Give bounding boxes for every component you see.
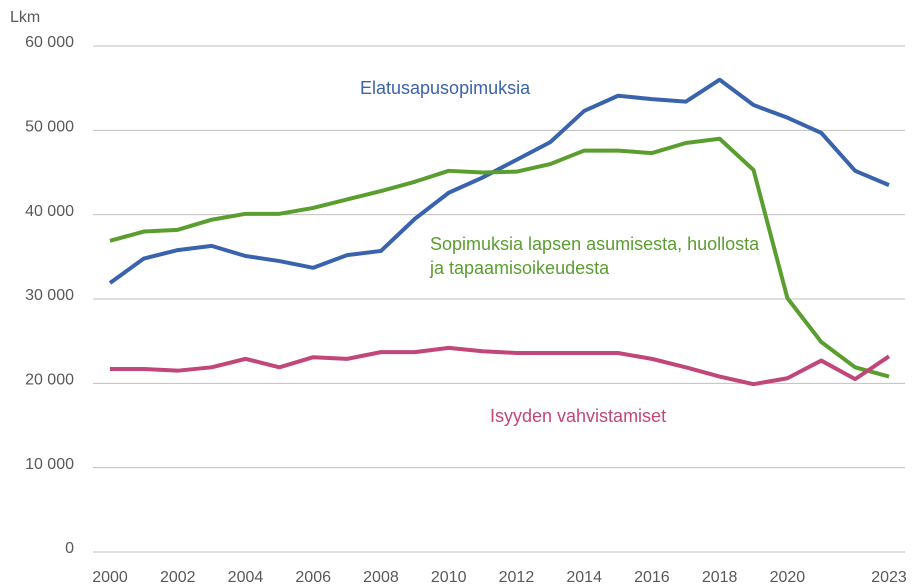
x-tick-label: 2023: [871, 569, 907, 586]
y-tick-label: 10 000: [25, 456, 74, 473]
y-tick-label: 20 000: [25, 372, 74, 389]
x-tick-label: 2010: [431, 569, 467, 586]
x-tick-label: 2014: [566, 569, 602, 586]
y-axis-label: Lkm: [10, 9, 40, 26]
x-tick-label: 2004: [228, 569, 264, 586]
y-tick-label: 0: [65, 540, 74, 557]
y-tick-label: 40 000: [25, 203, 74, 220]
series-label: Sopimuksia lapsen asumisesta, huollosta …: [430, 234, 760, 278]
series-label: Elatusapusopimuksia: [360, 78, 531, 98]
x-tick-label: 2006: [295, 569, 331, 586]
x-tick-label: 2012: [499, 569, 535, 586]
series-line: [110, 345, 891, 387]
y-tick-label: 60 000: [25, 34, 74, 51]
y-tick-label: 30 000: [25, 287, 74, 304]
x-tick-label: 2018: [702, 569, 738, 586]
x-tick-label: 2000: [92, 569, 128, 586]
series-line: [109, 136, 890, 379]
y-tick-label: 50 000: [25, 119, 74, 136]
x-tick-label: 2008: [363, 569, 399, 586]
x-tick-label: 2002: [160, 569, 196, 586]
series-label: Isyyden vahvistamiset: [490, 406, 667, 426]
x-tick-label: 2016: [634, 569, 670, 586]
x-tick-label: 2020: [770, 569, 806, 586]
series-line: [108, 77, 890, 285]
